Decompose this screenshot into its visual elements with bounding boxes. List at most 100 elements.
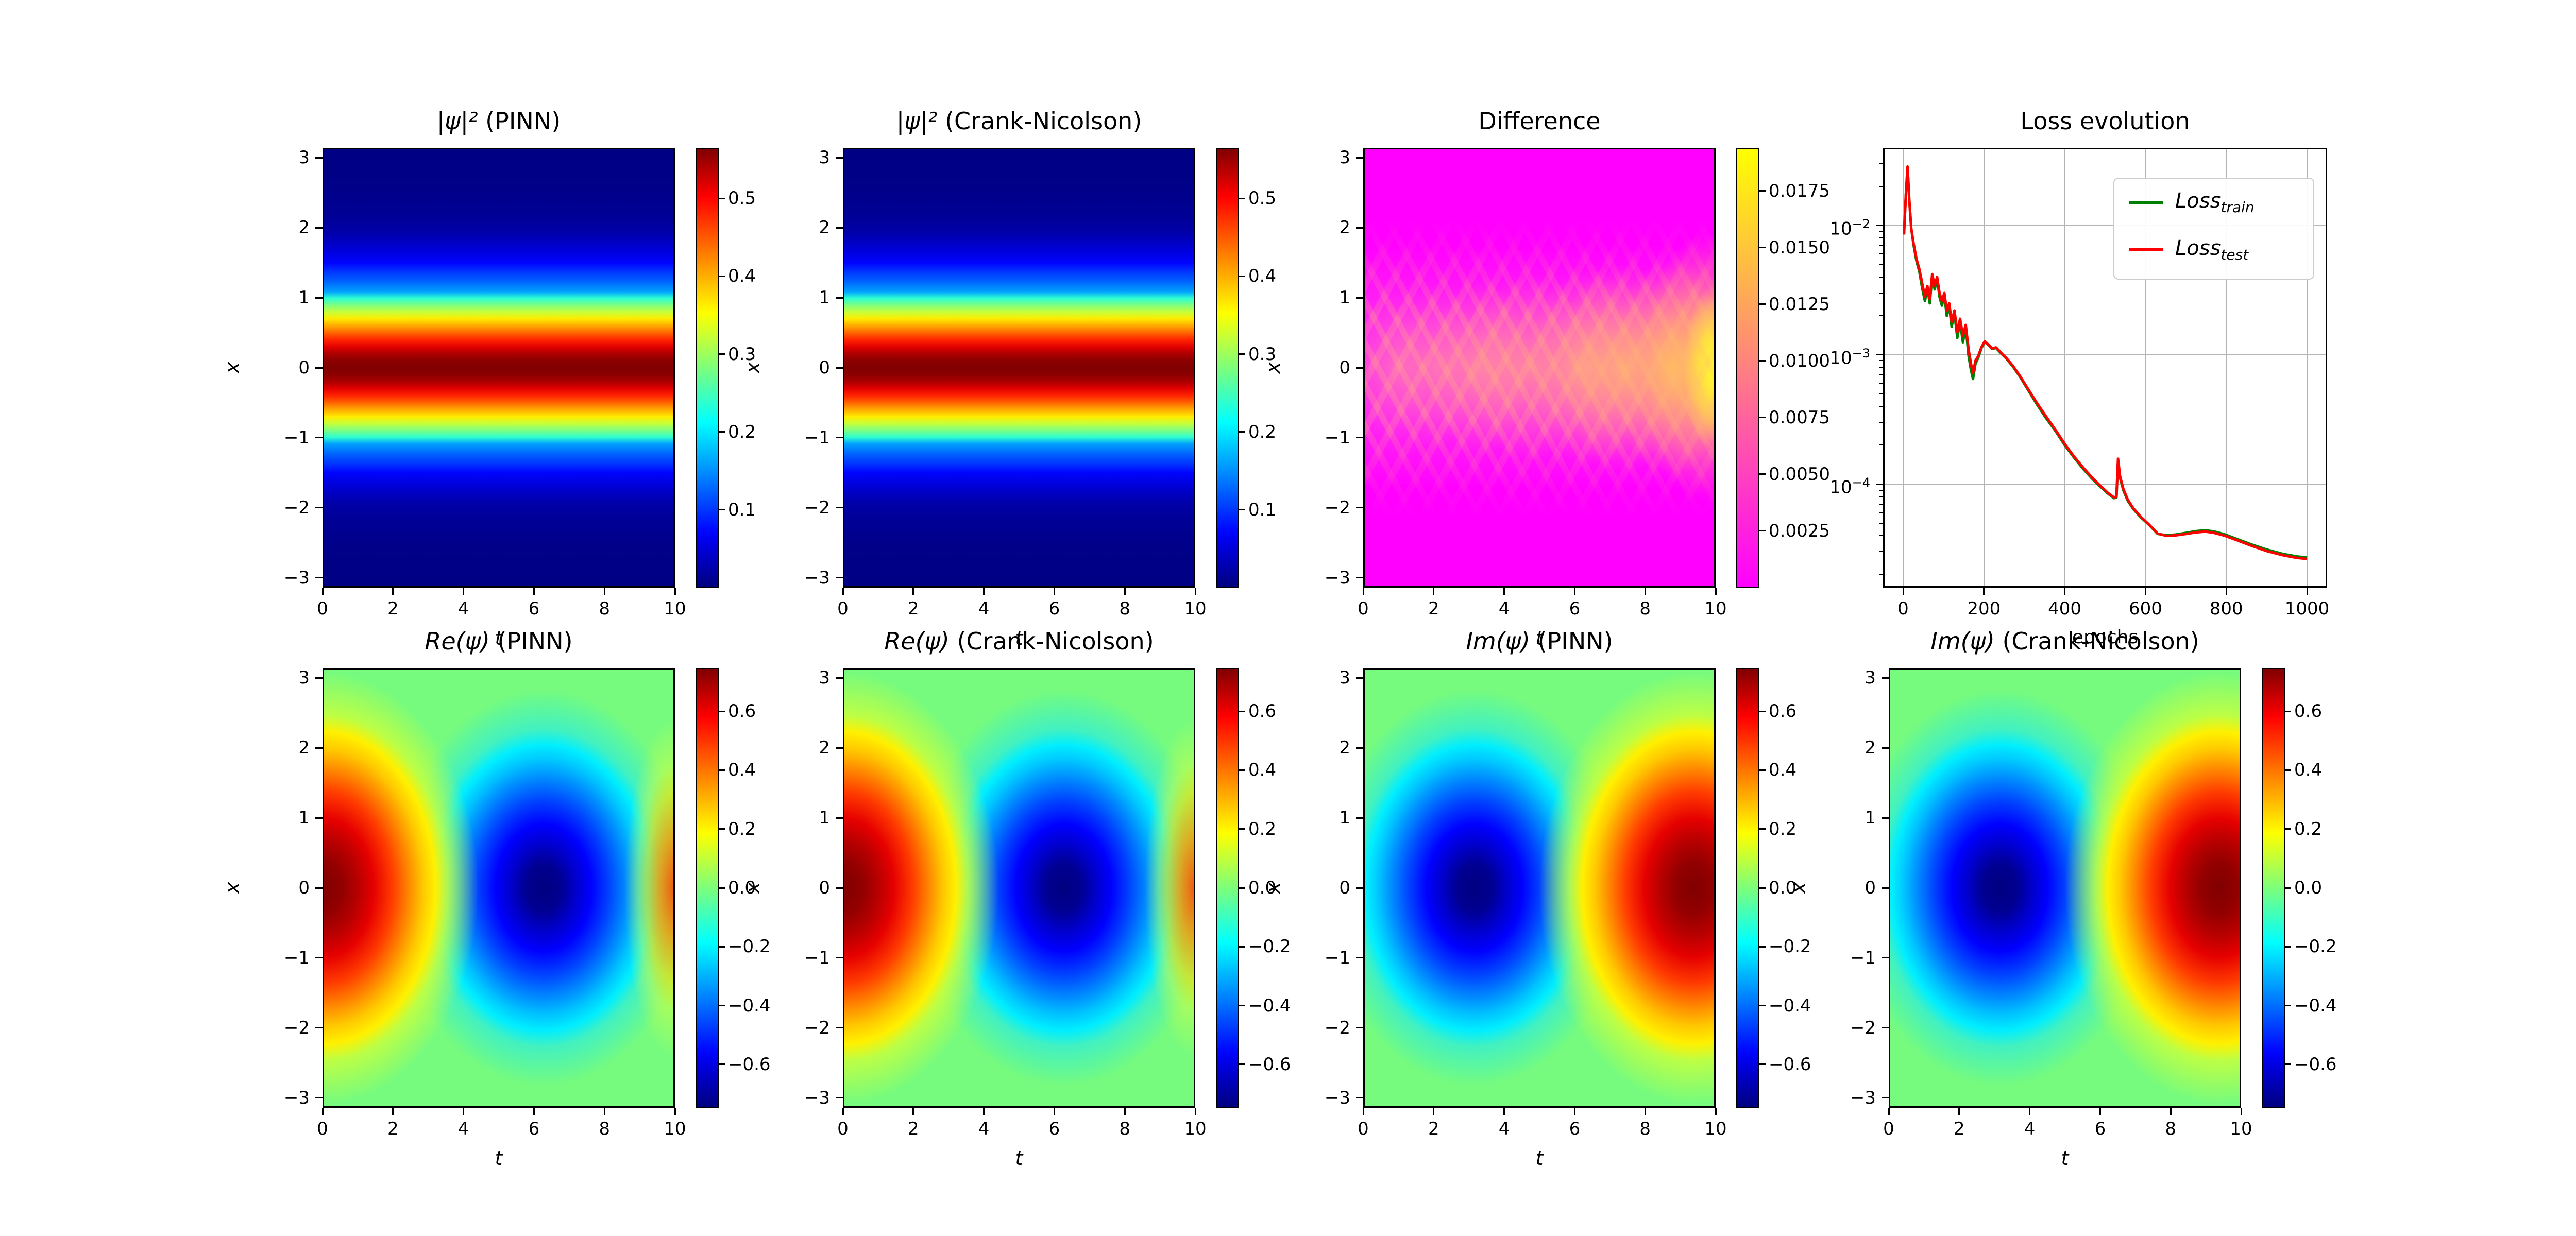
grid-vline: [2226, 149, 2227, 586]
y-tick-label: 0: [298, 878, 310, 898]
colorbar-tick-mark: [1239, 353, 1245, 355]
x-tick-mark: [392, 588, 394, 595]
colorbar-tick-mark: [1759, 473, 1766, 475]
y-tick-mark: [1356, 157, 1363, 159]
colorbar-tick-mark: [1759, 303, 1766, 305]
y-tick-label: 1: [819, 808, 830, 829]
x-axis-label: t: [495, 627, 503, 649]
x-tick-label: 6: [528, 1119, 540, 1139]
grid-hline: [1885, 354, 2326, 355]
x-tick-mark: [463, 1108, 465, 1115]
colorbar-tick-label: 0.4: [1248, 266, 1277, 287]
loss-y-minor-tick: [1879, 444, 1883, 446]
x-tick-mark: [1194, 588, 1196, 595]
y-tick-label: −2: [283, 497, 310, 518]
colorbar-tick-label: 0.4: [728, 266, 756, 287]
y-tick-label: 1: [819, 287, 830, 308]
y-tick-label: −3: [1850, 1087, 1876, 1108]
colorbar-tick-mark: [719, 887, 725, 889]
loss-y-label-base: 10: [1829, 477, 1852, 498]
y-tick-label: 3: [298, 667, 310, 689]
x-tick-label: 6: [1048, 598, 1060, 619]
legend-label-test: Losstest: [2175, 236, 2248, 263]
panel-title-re-pinn: Re(ψ) (PINN): [241, 628, 756, 655]
loss-y-tick-label: 10−4: [1819, 474, 1870, 496]
x-tick-mark: [1888, 1108, 1890, 1115]
y-tick-label: 2: [1339, 217, 1350, 238]
x-tick-mark: [1053, 588, 1055, 595]
colorbar-re-cn: [1216, 668, 1239, 1108]
y-tick-label: 1: [1339, 808, 1350, 829]
loss-x-tick-label: 200: [1967, 598, 2001, 619]
x-axis-label: t: [1015, 627, 1023, 649]
colorbar-tick-label: −0.4: [1248, 995, 1291, 1016]
loss-y-label-base: 10: [1829, 348, 1852, 369]
colorbar-tick-label: 0.1: [728, 499, 756, 520]
panel-title-loss: Loss evolution: [1848, 108, 2363, 134]
colorbar-tick-label: −0.4: [2294, 995, 2337, 1016]
x-tick-label: 6: [2094, 1119, 2106, 1139]
y-tick-label: −1: [283, 427, 310, 448]
y-tick-label: 1: [298, 287, 310, 308]
loss-y-minor-tick: [1879, 393, 1883, 394]
y-tick-mark: [315, 227, 323, 229]
x-tick-label: 8: [1119, 598, 1130, 619]
grid-vline: [1903, 149, 1904, 586]
y-tick-label: −2: [1324, 1017, 1350, 1038]
x-axis-label: t: [2061, 1147, 2069, 1170]
colorbar-psi2-cn: [1216, 148, 1239, 588]
colorbar-tick-mark: [1239, 828, 1245, 830]
x-tick-label: 8: [599, 598, 610, 619]
x-tick-mark: [1362, 1108, 1364, 1115]
colorbar-tick-mark: [1239, 769, 1245, 771]
x-tick-label: 6: [528, 598, 540, 619]
colorbar-tick-label: −0.6: [1248, 1054, 1291, 1075]
y-tick-mark: [836, 157, 843, 159]
colorbar-tick-mark: [719, 197, 725, 199]
y-tick-mark: [836, 297, 843, 299]
legend-label-sub: train: [2221, 199, 2255, 216]
loss-legend: Losstrain Losstest: [2113, 178, 2314, 280]
y-tick-mark: [1356, 1027, 1363, 1029]
colorbar-im-cn: [2262, 668, 2285, 1108]
colorbar-tick-mark: [719, 1005, 725, 1007]
x-axis-label: t: [1535, 627, 1544, 649]
panel-title-math: Re(ψ): [884, 627, 950, 655]
colorbar-tick-mark: [2285, 946, 2291, 948]
x-tick-mark: [912, 1108, 914, 1115]
x-tick-label: 0: [317, 1119, 328, 1139]
panel-title-text: (Crank-Nicolson): [937, 107, 1142, 135]
colorbar-tick-label: 0.0025: [1769, 520, 1830, 541]
loss-y-minor-tick: [1879, 231, 1883, 232]
y-tick-mark: [315, 1097, 323, 1099]
colorbar-difference: [1736, 148, 1759, 588]
y-tick-mark: [836, 677, 843, 679]
colorbar-im-pinn: [1736, 668, 1759, 1108]
x-tick-label: 2: [907, 1119, 919, 1139]
loss-x-tick-mark: [1902, 588, 1904, 595]
y-tick-label: 2: [1339, 737, 1350, 759]
y-tick-mark: [315, 887, 323, 889]
colorbar-tick-mark: [1759, 828, 1766, 830]
colorbar-tick-mark: [1759, 769, 1766, 771]
x-tick-label: 8: [1639, 1119, 1651, 1139]
x-tick-label: 2: [1428, 598, 1439, 619]
loss-y-minor-tick: [1879, 503, 1883, 505]
y-axis-label: x: [741, 882, 764, 894]
colorbar-tick-label: 0.0050: [1769, 464, 1830, 485]
colorbar-tick-label: −0.2: [1769, 936, 1811, 957]
colorbar-tick-mark: [1239, 1063, 1245, 1066]
y-tick-mark: [315, 507, 323, 509]
x-tick-mark: [2029, 1108, 2031, 1115]
x-tick-label: 8: [1639, 598, 1651, 619]
x-tick-mark: [983, 1108, 985, 1115]
loss-curves: [1903, 165, 2308, 560]
panel-title-im-cn: Im(ψ) (Crank-Nicolson): [1807, 628, 2323, 655]
panel-title-text: (PINN): [1530, 627, 1613, 655]
loss-y-tick-mark: [1876, 483, 1883, 485]
colorbar-tick-label: −0.6: [2294, 1054, 2337, 1075]
colorbar-tick-label: 0.0: [728, 878, 756, 898]
y-tick-mark: [1356, 507, 1363, 509]
grid-vline: [2064, 149, 2065, 586]
